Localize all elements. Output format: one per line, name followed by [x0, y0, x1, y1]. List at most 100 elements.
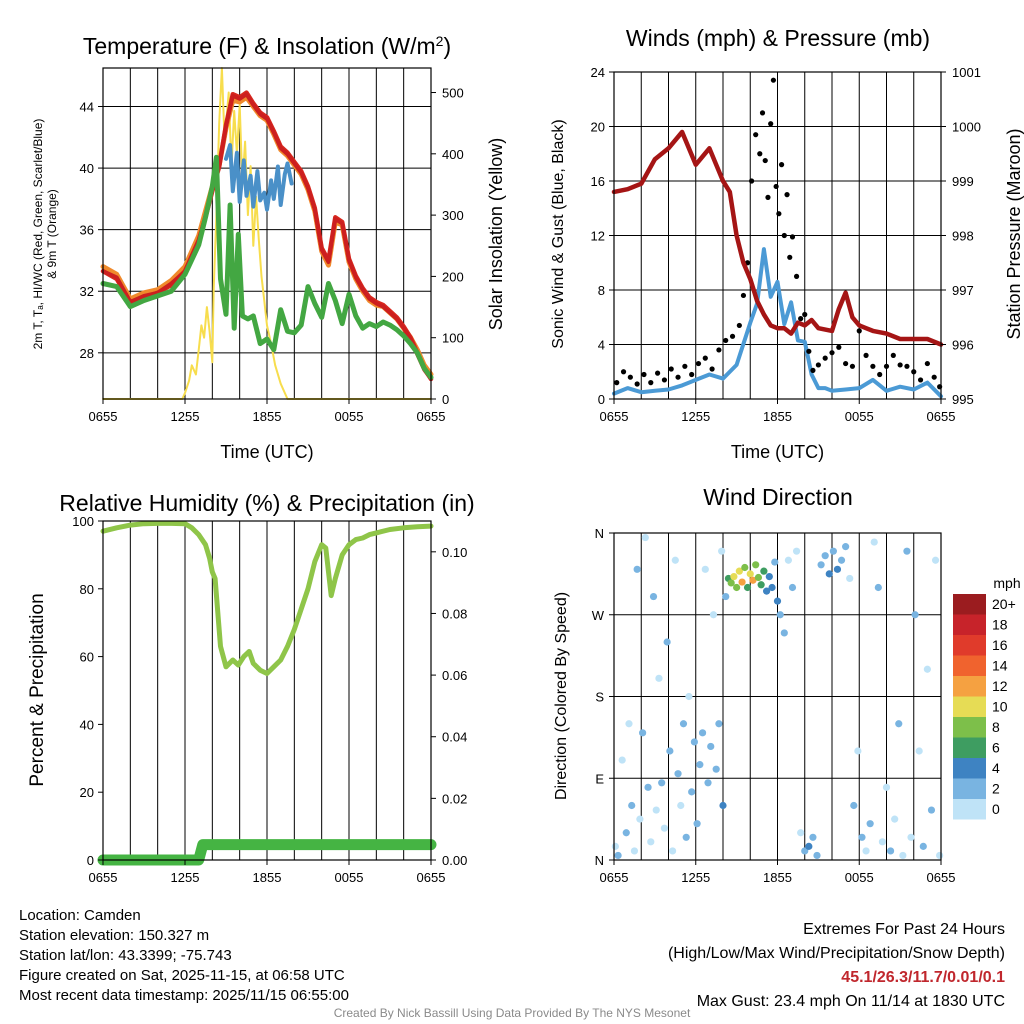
- y2-tick-label: 0.10: [442, 545, 467, 560]
- direction-point: [763, 587, 771, 595]
- chart-humidity: 0655 1255 1855 0055 0655 0 20 40 60 80 100 0.00 0.02…: [27, 490, 475, 885]
- y2-tick-label: 0: [442, 392, 449, 407]
- direction-point: [743, 583, 752, 592]
- gust-point: [776, 211, 782, 217]
- gust-point: [655, 370, 661, 376]
- legend-label: 2: [992, 781, 1000, 797]
- direction-point: [641, 533, 649, 542]
- gust-point: [931, 374, 937, 380]
- y2-tick-label: 300: [442, 208, 464, 223]
- y-tick-label: 8: [598, 283, 605, 298]
- direction-point: [825, 570, 833, 578]
- gust-point: [806, 348, 812, 354]
- gust-point: [890, 352, 896, 358]
- y-tick-label: S: [595, 690, 604, 705]
- y2-tick-label: 0.04: [442, 730, 467, 745]
- gust-point: [627, 374, 633, 380]
- direction-point: [727, 579, 735, 587]
- direction-point: [765, 573, 773, 581]
- direction-point: [628, 801, 636, 810]
- direction-point: [837, 556, 846, 564]
- gust-point: [924, 360, 930, 367]
- x-axis-label: Time (UTC): [731, 442, 824, 462]
- gust-point: [917, 377, 924, 383]
- direction-point: [649, 592, 658, 601]
- direction-point: [927, 806, 936, 814]
- direction-point: [718, 547, 726, 555]
- legend-swatch: [953, 737, 986, 758]
- gust-point: [787, 254, 793, 260]
- legend-title: mph: [993, 575, 1020, 591]
- extremes-title: Extremes For Past 24 Hours: [803, 921, 1005, 938]
- gust-point: [778, 162, 785, 168]
- legend-label: 0: [992, 801, 1000, 817]
- gust-point: [798, 316, 804, 322]
- gust-point: [789, 234, 796, 240]
- y-tick-label: 80: [80, 582, 94, 597]
- x-tick-label: 0055: [845, 409, 874, 424]
- direction-point: [911, 611, 919, 619]
- direction-point: [704, 779, 712, 787]
- direction-point: [776, 611, 784, 619]
- direction-point: [829, 547, 837, 555]
- gust-point: [768, 121, 774, 127]
- y2-axis-label: Station Pressure (Maroon): [1004, 128, 1024, 339]
- direction-point: [854, 747, 862, 755]
- chart-title: Winds (mph) & Pressure (mb): [626, 25, 930, 51]
- station-latlon: Station lat/lon: 43.3399; -75.743: [19, 947, 232, 964]
- direction-point: [618, 756, 626, 764]
- series-dewpoint: [100, 154, 434, 380]
- gust-point: [736, 322, 742, 329]
- direction-point: [757, 581, 765, 589]
- extremes-subtitle: (High/Low/Max Wind/Precipitation/Snow De…: [667, 945, 1005, 962]
- station-elevation: Station elevation: 150.327 m: [19, 927, 210, 944]
- gust-point: [749, 178, 755, 184]
- x-tick-label: 0655: [600, 409, 629, 424]
- legend-swatch: [953, 778, 986, 799]
- title-superscript: 2: [436, 33, 444, 49]
- legend-swatch: [953, 614, 986, 635]
- x-tick-label: 1855: [253, 409, 282, 424]
- gust-point: [843, 360, 849, 367]
- direction-point: [698, 729, 707, 737]
- direction-point: [919, 842, 927, 850]
- x-tick-label: 0055: [845, 870, 874, 885]
- direction-point: [878, 838, 887, 846]
- direction-point: [719, 801, 727, 810]
- direction-point: [805, 842, 813, 850]
- direction-point: [644, 783, 652, 791]
- direction-point: [625, 720, 633, 728]
- y2-tick-label: 998: [952, 229, 974, 244]
- y-axis-label: Percent & Precipitation: [27, 593, 48, 786]
- gust-point: [765, 194, 771, 200]
- x-tick-label: 1255: [171, 870, 200, 885]
- y-tick-label: 16: [591, 174, 605, 189]
- extremes-panel: Extremes For Past 24 Hours (High/Low/Max…: [668, 918, 1005, 1014]
- x-tick-label: 1255: [681, 409, 710, 424]
- y-tick-label: N: [595, 853, 604, 868]
- gust-point: [641, 371, 647, 378]
- series-hi-wc-blue-: [224, 143, 294, 212]
- extremes-values: 45.1/26.3/11.7/0.01/0.1: [841, 969, 1005, 986]
- y-tick-label: 40: [80, 161, 94, 176]
- y-tick-label: 40: [80, 717, 94, 732]
- y2-tick-label: 0.08: [442, 606, 467, 621]
- direction-point: [760, 567, 768, 575]
- y-tick-label: 24: [591, 65, 605, 80]
- direction-point: [746, 570, 754, 578]
- x-tick-label: 0655: [600, 870, 629, 885]
- x-tick-label: 1855: [763, 409, 792, 424]
- gust-point: [614, 380, 620, 386]
- legend-swatch: [953, 758, 986, 779]
- legend-swatch: [953, 799, 986, 820]
- direction-point: [886, 847, 895, 855]
- gust-point: [634, 381, 640, 387]
- gust-point: [682, 363, 688, 369]
- direction-point: [671, 556, 679, 564]
- direction-point: [866, 820, 874, 828]
- y2-tick-label: 100: [442, 331, 464, 346]
- y2-tick-label: 1000: [952, 120, 981, 135]
- y-tick-label: 12: [591, 229, 605, 244]
- legend-label: 10: [992, 699, 1008, 715]
